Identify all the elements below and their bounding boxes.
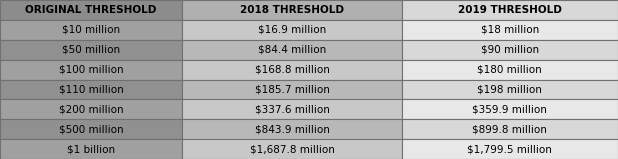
Bar	[402, 60, 618, 80]
Bar	[402, 0, 618, 20]
Text: $10 million: $10 million	[62, 25, 121, 35]
Bar	[402, 20, 618, 40]
Bar	[182, 119, 402, 139]
Text: $500 million: $500 million	[59, 124, 124, 134]
Text: $185.7 million: $185.7 million	[255, 84, 329, 94]
Text: $50 million: $50 million	[62, 45, 121, 55]
Text: $18 million: $18 million	[481, 25, 539, 35]
Text: $16.9 million: $16.9 million	[258, 25, 326, 35]
Bar	[402, 119, 618, 139]
Bar	[182, 40, 402, 60]
Bar	[402, 99, 618, 119]
Text: $359.9 million: $359.9 million	[472, 104, 548, 114]
Text: $100 million: $100 million	[59, 65, 124, 75]
Bar	[402, 80, 618, 99]
Text: ORIGINAL THRESHOLD: ORIGINAL THRESHOLD	[25, 5, 157, 15]
Text: 2019 THRESHOLD: 2019 THRESHOLD	[458, 5, 562, 15]
Text: $198 million: $198 million	[478, 84, 542, 94]
Bar	[182, 80, 402, 99]
Bar	[182, 60, 402, 80]
Text: $1,799.5 million: $1,799.5 million	[467, 144, 552, 154]
Text: $1,687.8 million: $1,687.8 million	[250, 144, 334, 154]
Text: $168.8 million: $168.8 million	[255, 65, 329, 75]
Text: $899.8 million: $899.8 million	[472, 124, 548, 134]
Bar	[402, 139, 618, 159]
Bar	[0, 99, 182, 119]
Bar	[182, 20, 402, 40]
Text: 2018 THRESHOLD: 2018 THRESHOLD	[240, 5, 344, 15]
Text: $110 million: $110 million	[59, 84, 124, 94]
Bar	[0, 0, 182, 20]
Text: $843.9 million: $843.9 million	[255, 124, 329, 134]
Bar	[402, 40, 618, 60]
Text: $90 million: $90 million	[481, 45, 539, 55]
Bar	[0, 119, 182, 139]
Bar	[0, 20, 182, 40]
Text: $337.6 million: $337.6 million	[255, 104, 329, 114]
Text: $180 million: $180 million	[478, 65, 542, 75]
Bar	[182, 0, 402, 20]
Text: $1 billion: $1 billion	[67, 144, 115, 154]
Bar	[0, 40, 182, 60]
Bar	[182, 139, 402, 159]
Text: $200 million: $200 million	[59, 104, 124, 114]
Bar	[0, 80, 182, 99]
Bar	[182, 99, 402, 119]
Bar	[0, 60, 182, 80]
Text: $84.4 million: $84.4 million	[258, 45, 326, 55]
Bar	[0, 139, 182, 159]
